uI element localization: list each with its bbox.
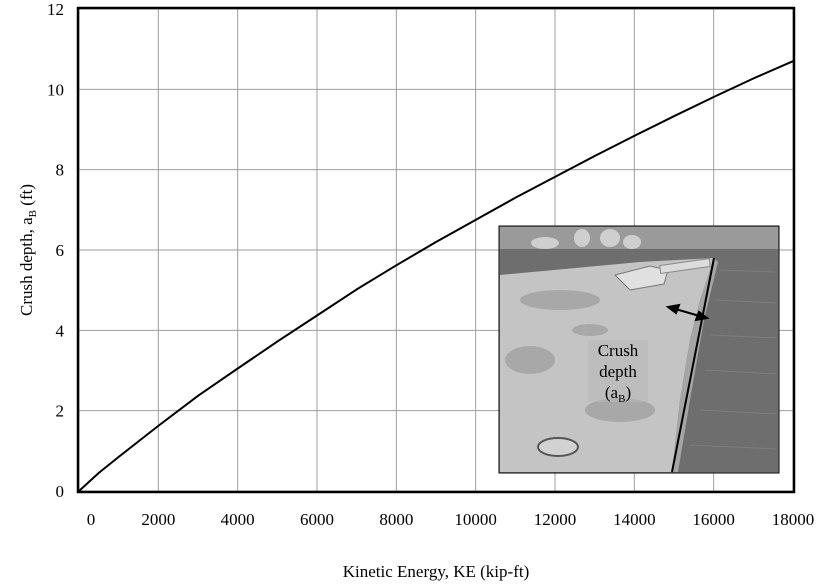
inset-rail bbox=[659, 257, 711, 275]
inset-water-ripples bbox=[689, 269, 777, 450]
inset-label-backdrop bbox=[588, 340, 648, 402]
series-line-0 bbox=[78, 60, 794, 492]
plot-frame bbox=[76, 6, 796, 494]
x-tick-label: 16000 bbox=[692, 510, 735, 529]
inset-bow-edge-line bbox=[671, 257, 715, 473]
x-tick-label: 12000 bbox=[534, 510, 577, 529]
y-axis-title: Crush depth, aB (ft) bbox=[17, 184, 39, 316]
y-tick-label: 10 bbox=[47, 80, 64, 99]
x-tick-label: 4000 bbox=[221, 510, 255, 529]
y-tick-label: 6 bbox=[56, 241, 65, 260]
x-tick-label: 6000 bbox=[300, 510, 334, 529]
series-layer bbox=[78, 60, 794, 492]
x-tick-label: 8000 bbox=[379, 510, 413, 529]
inset-crush-depth-arrow bbox=[665, 303, 710, 322]
inset-deck-stains bbox=[505, 290, 655, 422]
inset-distant-objects bbox=[531, 229, 641, 249]
inset-bollard bbox=[614, 265, 669, 291]
y-tick-label: 8 bbox=[56, 161, 65, 180]
inset-label-line-3: (aB) bbox=[605, 383, 631, 405]
inset-hatch bbox=[537, 437, 579, 457]
x-axis-title: Kinetic Energy, KE (kip-ft) bbox=[343, 562, 529, 581]
y-tick-label: 4 bbox=[56, 321, 65, 340]
inset-label-line-2: depth bbox=[599, 362, 637, 381]
x-tick-label: 18000 bbox=[772, 510, 815, 529]
y-tick-labels: 0 2 4 6 8 10 12 bbox=[47, 0, 65, 501]
x-tick-label: 0 bbox=[87, 510, 96, 529]
x-tick-labels: 0 2000 4000 6000 8000 10000 12000 14000 16000 180… bbox=[87, 510, 815, 529]
inset-label-line-1: Crush bbox=[598, 341, 639, 360]
x-tick-label: 14000 bbox=[613, 510, 656, 529]
inset-photo: Crush depth (aB) bbox=[498, 225, 780, 474]
y-tick-label: 2 bbox=[56, 402, 65, 421]
x-tick-label: 2000 bbox=[141, 510, 175, 529]
x-tick-label: 10000 bbox=[454, 510, 497, 529]
y-tick-label: 0 bbox=[56, 482, 65, 501]
y-tick-label: 12 bbox=[47, 0, 64, 19]
